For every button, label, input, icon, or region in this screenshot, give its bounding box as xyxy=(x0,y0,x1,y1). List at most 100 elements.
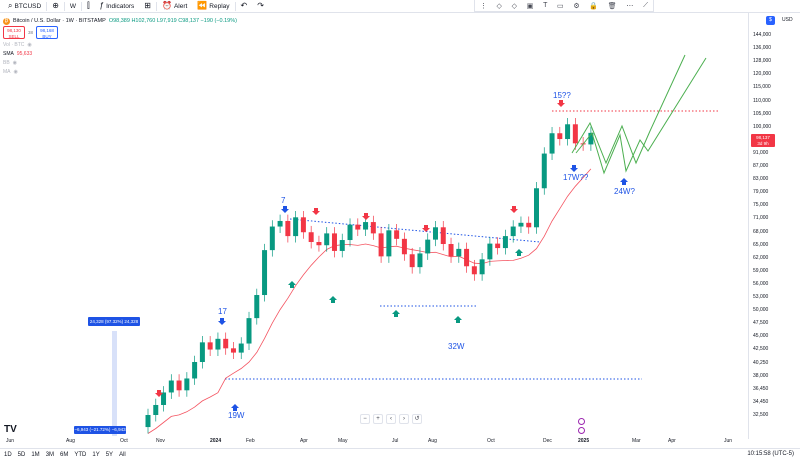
range-button-1m[interactable]: 1M xyxy=(31,452,40,458)
blue-up-arrow-icon xyxy=(231,404,239,411)
range-button-ytd[interactable]: YTD xyxy=(74,452,87,458)
indicator-label: Vol · BTC xyxy=(3,42,25,48)
price-label: 65,000 xyxy=(753,241,769,248)
indicator-ma[interactable]: MA ◉ xyxy=(3,69,18,75)
candle-body xyxy=(230,348,236,353)
layouts-button[interactable]: ⊞ xyxy=(139,0,156,13)
eye-icon[interactable]: ◉ xyxy=(27,42,32,48)
range-button-5d[interactable]: 5D xyxy=(17,452,26,458)
price-label: 110,000 xyxy=(753,97,771,104)
candle-body xyxy=(378,233,384,257)
scroll-right-button[interactable]: › xyxy=(399,414,409,424)
drag-handle-icon[interactable]: ⋮ xyxy=(479,2,487,10)
brush-icon[interactable]: ◇ xyxy=(496,2,502,10)
time-axis[interactable]: Jun Aug Oct Nov 2024 Feb Apr May Jul Aug Oct Dec 202… xyxy=(0,436,748,448)
price-label: 71,000 xyxy=(753,215,769,222)
blue-down-arrow-icon xyxy=(281,206,289,213)
buy-arrow-icon xyxy=(329,296,337,303)
time-label: Oct xyxy=(120,438,128,444)
range-button-3m[interactable]: 3M xyxy=(45,452,55,458)
candle-body xyxy=(331,233,337,251)
eye-icon[interactable]: ◉ xyxy=(13,69,18,75)
eye-icon[interactable]: ◉ xyxy=(12,60,18,66)
trash-icon[interactable]: 🗑 xyxy=(607,2,617,10)
candle-body xyxy=(565,124,571,140)
range-button-6m[interactable]: 6M xyxy=(60,452,69,458)
price-chart[interactable] xyxy=(0,13,748,436)
alert-button[interactable]: ⏰ Alert xyxy=(157,0,192,13)
candle-body xyxy=(541,153,547,189)
zoom-out-button[interactable]: − xyxy=(360,414,370,424)
ruler-icon[interactable]: ⟋ xyxy=(643,1,648,9)
indicator-bb[interactable]: BB ◉ xyxy=(3,60,17,66)
marker-icons xyxy=(578,418,585,436)
candle-body xyxy=(440,227,446,245)
candle-body xyxy=(300,217,306,233)
candle-body xyxy=(417,253,423,268)
range-button-1d[interactable]: 1D xyxy=(4,452,12,458)
text-tool-icon[interactable]: T xyxy=(543,2,548,9)
sell-arrow-icon xyxy=(312,208,320,215)
lock-icon[interactable]: 🔒 xyxy=(589,2,599,10)
currency-button[interactable]: $ xyxy=(766,16,775,25)
compare-button[interactable]: ⊕ xyxy=(47,0,64,13)
legend-title: Bitcoin / U.S. Dollar · 1W · BITSTAMP xyxy=(13,18,106,24)
trade-buttons: 98,130 SELL 38 98,168 BUY xyxy=(3,26,59,39)
range-button-1y[interactable]: 1Y xyxy=(92,452,100,458)
sell-button[interactable]: 98,130 SELL xyxy=(3,26,25,39)
symbol-label: BTCUSD xyxy=(14,2,42,10)
candle-body xyxy=(549,133,555,154)
buy-button[interactable]: 98,168 BUY xyxy=(36,26,59,39)
bottom-bar: 10:15:58 (UTC-5) 1D 5D 1M 3M 6M YTD 1Y 5Y All xyxy=(0,448,800,461)
buy-label: BUY xyxy=(42,33,52,39)
annotation-19w: 19W xyxy=(228,411,245,420)
indicator-sma[interactable]: SMA 95,633 xyxy=(3,51,32,57)
indicators-button[interactable]: ƒ Indicators xyxy=(95,0,140,13)
symbol-search-button[interactable]: ⌕ BTCUSD xyxy=(3,0,46,13)
sma-value: 95,633 xyxy=(16,51,33,57)
price-scale[interactable]: 144,000 136,000 128,000 120,000 115,000 110,0… xyxy=(748,13,800,439)
range-button-all[interactable]: All xyxy=(119,452,126,458)
blue-down-arrow-icon xyxy=(570,165,578,172)
candle-body xyxy=(432,227,438,240)
time-label: Apr xyxy=(668,438,676,444)
color-icon[interactable]: ▣ xyxy=(526,2,534,10)
tradingview-logo-icon[interactable]: TV xyxy=(4,424,17,435)
candle-body xyxy=(479,259,485,275)
price-label: 50,000 xyxy=(753,307,769,314)
settings-icon[interactable]: ⚙ xyxy=(573,2,580,10)
indicator-volume[interactable]: Vol · BTC ◉ xyxy=(3,42,32,48)
style-icon[interactable]: ▭ xyxy=(557,2,564,10)
candle-body xyxy=(386,230,392,257)
more-icon[interactable]: ⋯ xyxy=(626,2,634,10)
annotation-32w: 32W xyxy=(448,342,465,351)
event-icon[interactable] xyxy=(578,427,585,434)
time-label: Dec xyxy=(543,438,552,444)
replay-label: Replay xyxy=(209,2,230,10)
zoom-in-button[interactable]: + xyxy=(373,414,383,424)
price-label: 128,000 xyxy=(753,58,772,65)
alert-label: Alert xyxy=(173,2,188,10)
time-label: Aug xyxy=(66,438,75,444)
countdown: 3d 9h xyxy=(757,140,769,146)
interval-button[interactable]: W xyxy=(65,0,81,13)
chart-type-button[interactable]: ⫿ xyxy=(82,0,95,13)
projection-path-lower xyxy=(575,57,707,175)
candle-body xyxy=(184,378,190,391)
candle-body xyxy=(487,243,493,260)
line-tool-icon[interactable]: ◇ xyxy=(511,2,518,10)
undo-button[interactable]: ↶ xyxy=(236,0,253,13)
redo-button[interactable]: ↷ xyxy=(252,0,269,13)
price-label: 144,000 xyxy=(753,32,772,38)
scroll-left-button[interactable]: ‹ xyxy=(386,414,396,424)
range-button-5y[interactable]: 5Y xyxy=(105,452,114,458)
time-label: Oct xyxy=(487,438,495,444)
price-label: 75,000 xyxy=(753,202,769,209)
event-icon[interactable] xyxy=(578,418,585,425)
replay-button[interactable]: ⏪ Replay xyxy=(192,0,234,13)
buy-arrow-icon xyxy=(454,316,462,323)
blue-up-arrow-icon xyxy=(620,178,628,185)
legend-ohlc: O98,389 H102,760 L97,919 C98,137 −190 (−… xyxy=(108,18,237,24)
candle-body xyxy=(262,250,268,296)
reset-chart-button[interactable]: ↺ xyxy=(412,414,422,424)
